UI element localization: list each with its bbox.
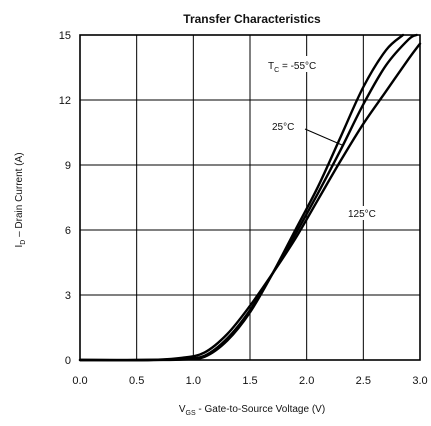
- x-tick-label: 2.0: [299, 375, 314, 387]
- y-tick-label: 3: [65, 290, 71, 302]
- series-line-0: [78, 33, 405, 362]
- series-group: [78, 33, 422, 362]
- x-tick-label: 1.0: [186, 375, 201, 387]
- tc-label: TC = -55°C: [268, 61, 316, 74]
- y-tick-label: 12: [59, 95, 71, 107]
- x-tick-label: 2.5: [356, 375, 371, 387]
- chart-title: Transfer Characteristics: [183, 12, 321, 26]
- label-25c-leader: [304, 128, 343, 146]
- grid: [80, 35, 420, 360]
- label-125-bg: [344, 206, 386, 220]
- x-tick-label: 1.5: [242, 375, 257, 387]
- plot-frame: [79, 34, 421, 361]
- x-tick-label: 0.0: [72, 375, 87, 387]
- tc-label-bg: [262, 56, 346, 72]
- y-tick-label: 0: [65, 355, 71, 367]
- x-tick-label: 0.5: [129, 375, 144, 387]
- label-125c: 125°C: [348, 209, 376, 220]
- x-tick-label: 3.0: [412, 375, 427, 387]
- label-25c: 25°C: [272, 122, 294, 133]
- series-line-2: [78, 42, 422, 362]
- y-tick-labels: 0 3 6 9 12 15: [59, 30, 71, 367]
- x-axis-label: VGS - Gate-to-Source Voltage (V): [179, 404, 325, 417]
- y-tick-label: 15: [59, 30, 71, 42]
- x-tick-labels: 0.0 0.5 1.0 1.5 2.0 2.5 3.0: [72, 375, 427, 387]
- y-tick-label: 9: [65, 160, 71, 172]
- label-25-bg: [268, 119, 304, 133]
- y-axis-label: ID – Drain Current (A): [14, 152, 27, 247]
- y-tick-label: 6: [65, 225, 71, 237]
